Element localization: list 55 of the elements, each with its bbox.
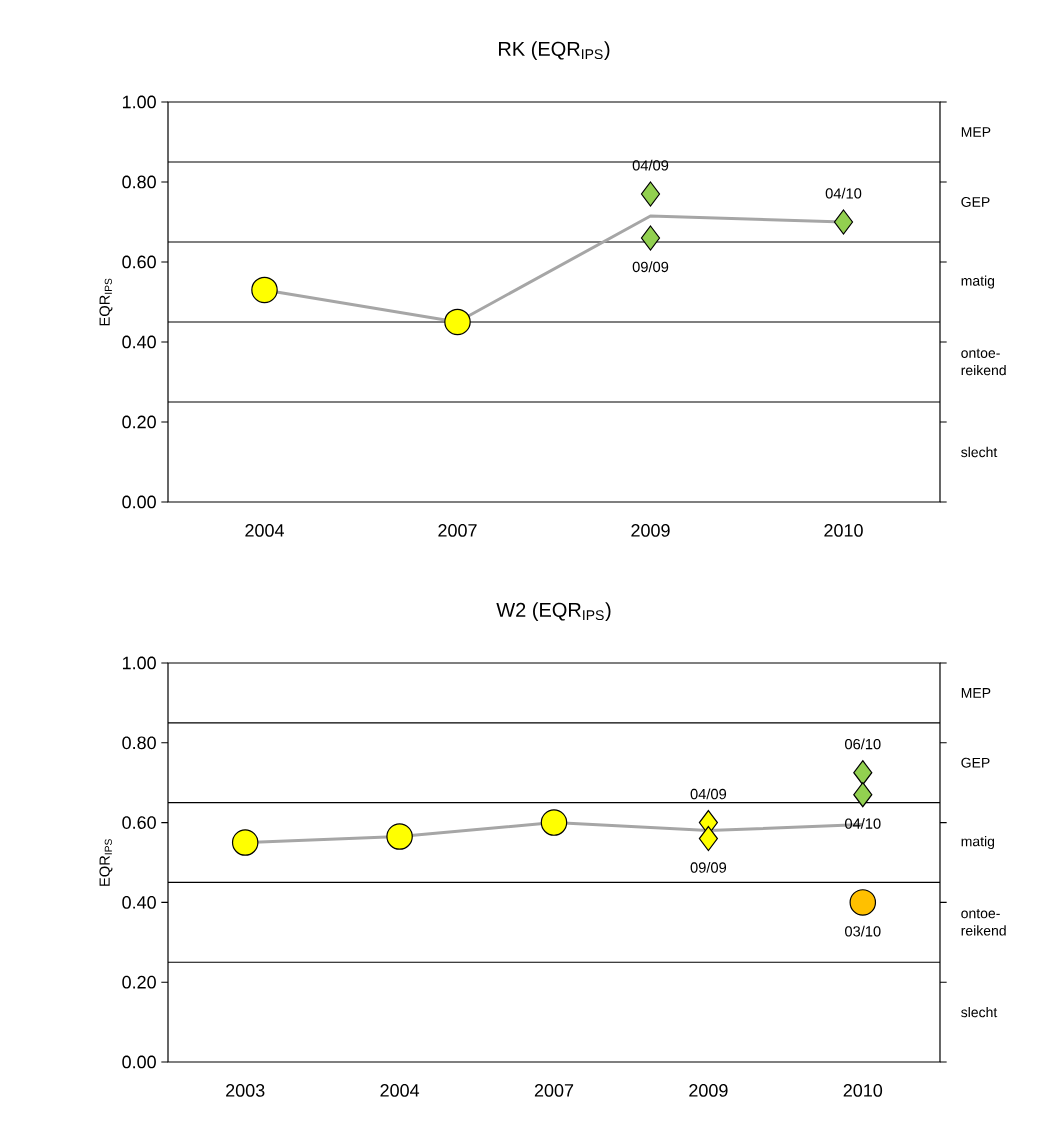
text: MEP xyxy=(961,127,991,137)
y-tick-label: 0.20 xyxy=(122,415,156,429)
point xyxy=(386,823,413,850)
x-tick-label: 2004 xyxy=(380,1084,420,1097)
annotation: 06/10 xyxy=(845,738,881,750)
y-axis-title: EQR$_{IPS}$ xyxy=(99,278,113,326)
point xyxy=(640,225,661,251)
text: GEP xyxy=(961,197,990,207)
x-tick-label: 2007 xyxy=(438,524,477,537)
text: matig xyxy=(961,275,995,289)
text: slecht xyxy=(961,1006,998,1018)
y-tick-label: 0.80 xyxy=(122,736,156,750)
text: ontoe-reikend xyxy=(961,348,1006,376)
point xyxy=(698,825,718,852)
text: slecht xyxy=(961,446,998,458)
point xyxy=(640,181,661,207)
x-tick-label: 2009 xyxy=(631,524,670,537)
x-tick-label: 2004 xyxy=(245,524,284,537)
text: ontoe-reikend xyxy=(961,909,1006,936)
point xyxy=(833,209,854,235)
annotation: 09/09 xyxy=(690,861,727,873)
x-tick-label: 2003 xyxy=(226,1084,265,1097)
annotation: 04/10 xyxy=(825,187,862,199)
y-tick-label: 0.40 xyxy=(122,335,156,349)
point xyxy=(251,276,278,304)
chart-title: W2 (EQR$_{IPS}$) xyxy=(496,602,611,621)
text: GEP xyxy=(961,757,990,768)
point xyxy=(444,308,471,336)
point xyxy=(849,889,877,916)
point xyxy=(540,809,568,836)
chart-title: RK (EQR$_{IPS}$) xyxy=(499,41,610,60)
x-tick-label: 2009 xyxy=(689,1084,728,1097)
y-tick-label: 0.60 xyxy=(122,255,156,269)
annotation: 03/10 xyxy=(845,925,881,937)
annotation: 04/10 xyxy=(845,818,881,829)
y-tick-label: 1.00 xyxy=(122,656,156,670)
x-tick-label: 2007 xyxy=(534,1084,574,1097)
text: MEP xyxy=(961,688,991,698)
y-tick-label: 0.40 xyxy=(122,896,156,909)
y-tick-label: 1.00 xyxy=(122,95,156,109)
point xyxy=(231,829,259,856)
x-tick-label: 2010 xyxy=(824,524,863,537)
y-tick-label: 0.00 xyxy=(122,1055,156,1069)
y-tick-label: 0.60 xyxy=(122,816,156,829)
annotation: 04/09 xyxy=(690,788,727,800)
annotation: 04/09 xyxy=(632,159,669,171)
y-axis-title: EQR$_{IPS}$ xyxy=(99,839,113,886)
annotation: 09/09 xyxy=(632,261,669,273)
y-tick-label: 0.00 xyxy=(122,495,156,509)
y-tick-label: 0.80 xyxy=(122,175,156,189)
point xyxy=(853,782,873,808)
text: matig xyxy=(961,836,995,850)
point xyxy=(853,760,873,786)
x-tick-label: 2010 xyxy=(843,1084,883,1097)
y-tick-label: 0.20 xyxy=(122,975,156,989)
